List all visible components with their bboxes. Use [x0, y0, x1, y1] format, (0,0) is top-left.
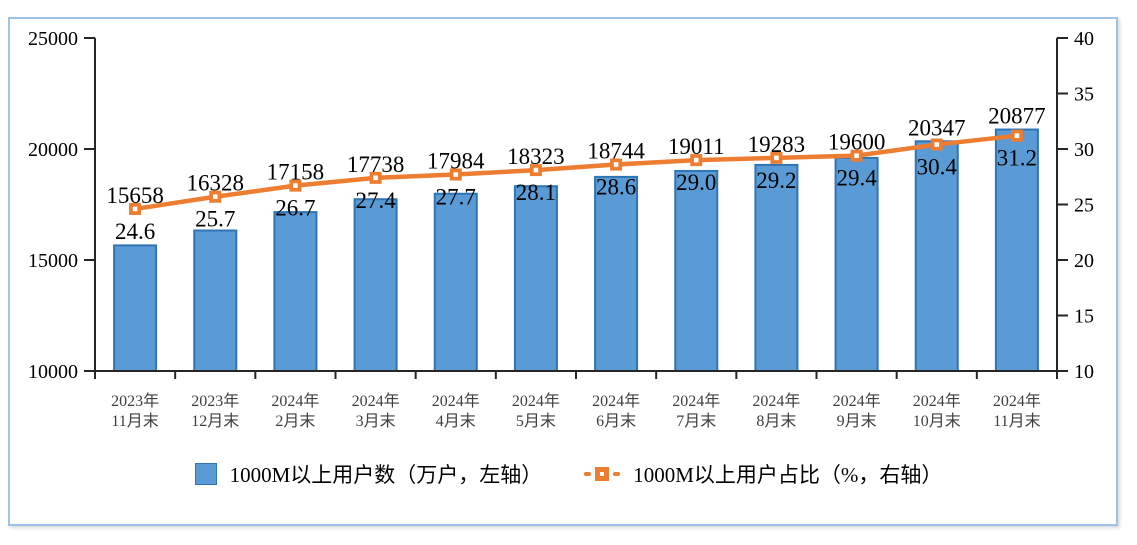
bar	[834, 156, 879, 372]
line-value-label: 27.4	[355, 188, 396, 213]
line-value-label: 26.7	[275, 196, 315, 221]
bar-value-label: 19283	[748, 132, 806, 157]
right-axis-tick-label: 35	[1074, 84, 1094, 106]
x-axis-category-label: 2024年 2月末	[271, 392, 319, 430]
line-value-label: 25.7	[195, 207, 235, 232]
x-axis-category-label: 2024年 11月末	[993, 392, 1041, 430]
line-value-label: 29.4	[836, 166, 877, 191]
line-marker-icon	[584, 465, 621, 483]
bar-value-label: 17738	[347, 152, 405, 177]
left-axis-tick-label: 15000	[28, 250, 78, 272]
bar	[513, 185, 558, 372]
line-value-label: 29.0	[676, 170, 716, 195]
right-axis-tick-label: 40	[1074, 28, 1094, 50]
x-axis-category-label: 2024年 9月末	[833, 392, 881, 430]
x-axis-category-label: 2024年 4月末	[432, 392, 480, 430]
right-axis-tick-label: 30	[1074, 139, 1094, 161]
legend: 1000M以上用户数（万户，左轴） 1000M以上用户占比（%，右轴）	[0, 452, 1137, 496]
bar-value-label: 20877	[988, 104, 1046, 129]
right-axis-tick-label: 20	[1074, 250, 1094, 272]
bar-swatch-icon	[194, 463, 217, 485]
right-axis-tick-label: 10	[1074, 361, 1094, 383]
x-axis-category-label: 2024年 5月末	[512, 392, 560, 430]
bar	[113, 244, 158, 372]
x-axis-category-label: 2024年 6月末	[592, 392, 640, 430]
bar	[594, 175, 639, 372]
x-axis-category-label: 2023年 12月末	[191, 392, 239, 430]
x-axis-category-label: 2023年 11月末	[111, 392, 159, 430]
legend-item-line-series: 1000M以上用户占比（%，右轴）	[584, 459, 942, 489]
line-value-label: 29.2	[756, 168, 796, 193]
line-value-label: 27.7	[436, 185, 476, 210]
bar-value-label: 19011	[668, 134, 725, 159]
bar-value-label: 15658	[106, 183, 164, 208]
bar-value-label: 18323	[507, 144, 565, 169]
left-axis-tick-label: 25000	[28, 28, 78, 50]
bar	[754, 163, 799, 372]
right-axis-tick-label: 25	[1074, 195, 1094, 217]
line-value-label: 31.2	[997, 146, 1037, 171]
line-value-label: 28.6	[596, 175, 636, 200]
bar-value-label: 18744	[587, 139, 645, 164]
x-axis-category-label: 2024年 10月末	[913, 392, 961, 430]
line-series-path	[132, 133, 1020, 212]
right-axis-tick-label: 15	[1074, 306, 1094, 328]
bar	[273, 211, 318, 372]
line-value-label: 28.1	[516, 180, 556, 205]
bar	[353, 198, 398, 372]
bar-value-label: 17158	[267, 160, 325, 185]
line-value-label: 24.6	[115, 219, 155, 244]
bar	[433, 192, 478, 372]
legend-label-bar-series: 1000M以上用户数（万户，左轴）	[229, 463, 543, 487]
bar-value-label: 17984	[427, 149, 485, 174]
line-value-label: 30.4	[917, 155, 958, 180]
left-axis-tick-label: 20000	[28, 139, 78, 161]
bar-value-label: 16328	[187, 171, 245, 196]
bar	[914, 140, 959, 372]
legend-item-bar-series: 1000M以上用户数（万户，左轴）	[194, 459, 543, 489]
bar	[674, 169, 719, 372]
left-axis-tick-label: 10000	[28, 361, 78, 383]
bar-value-label: 20347	[908, 115, 966, 140]
x-axis-category-label: 2024年 8月末	[752, 392, 800, 430]
legend-label-line-series: 1000M以上用户占比（%，右轴）	[633, 463, 943, 487]
x-axis-category-label: 2024年 7月末	[672, 392, 720, 430]
bar	[193, 229, 238, 372]
x-axis-category-label: 2024年 3月末	[352, 392, 400, 430]
bar-value-label: 19600	[828, 130, 886, 155]
